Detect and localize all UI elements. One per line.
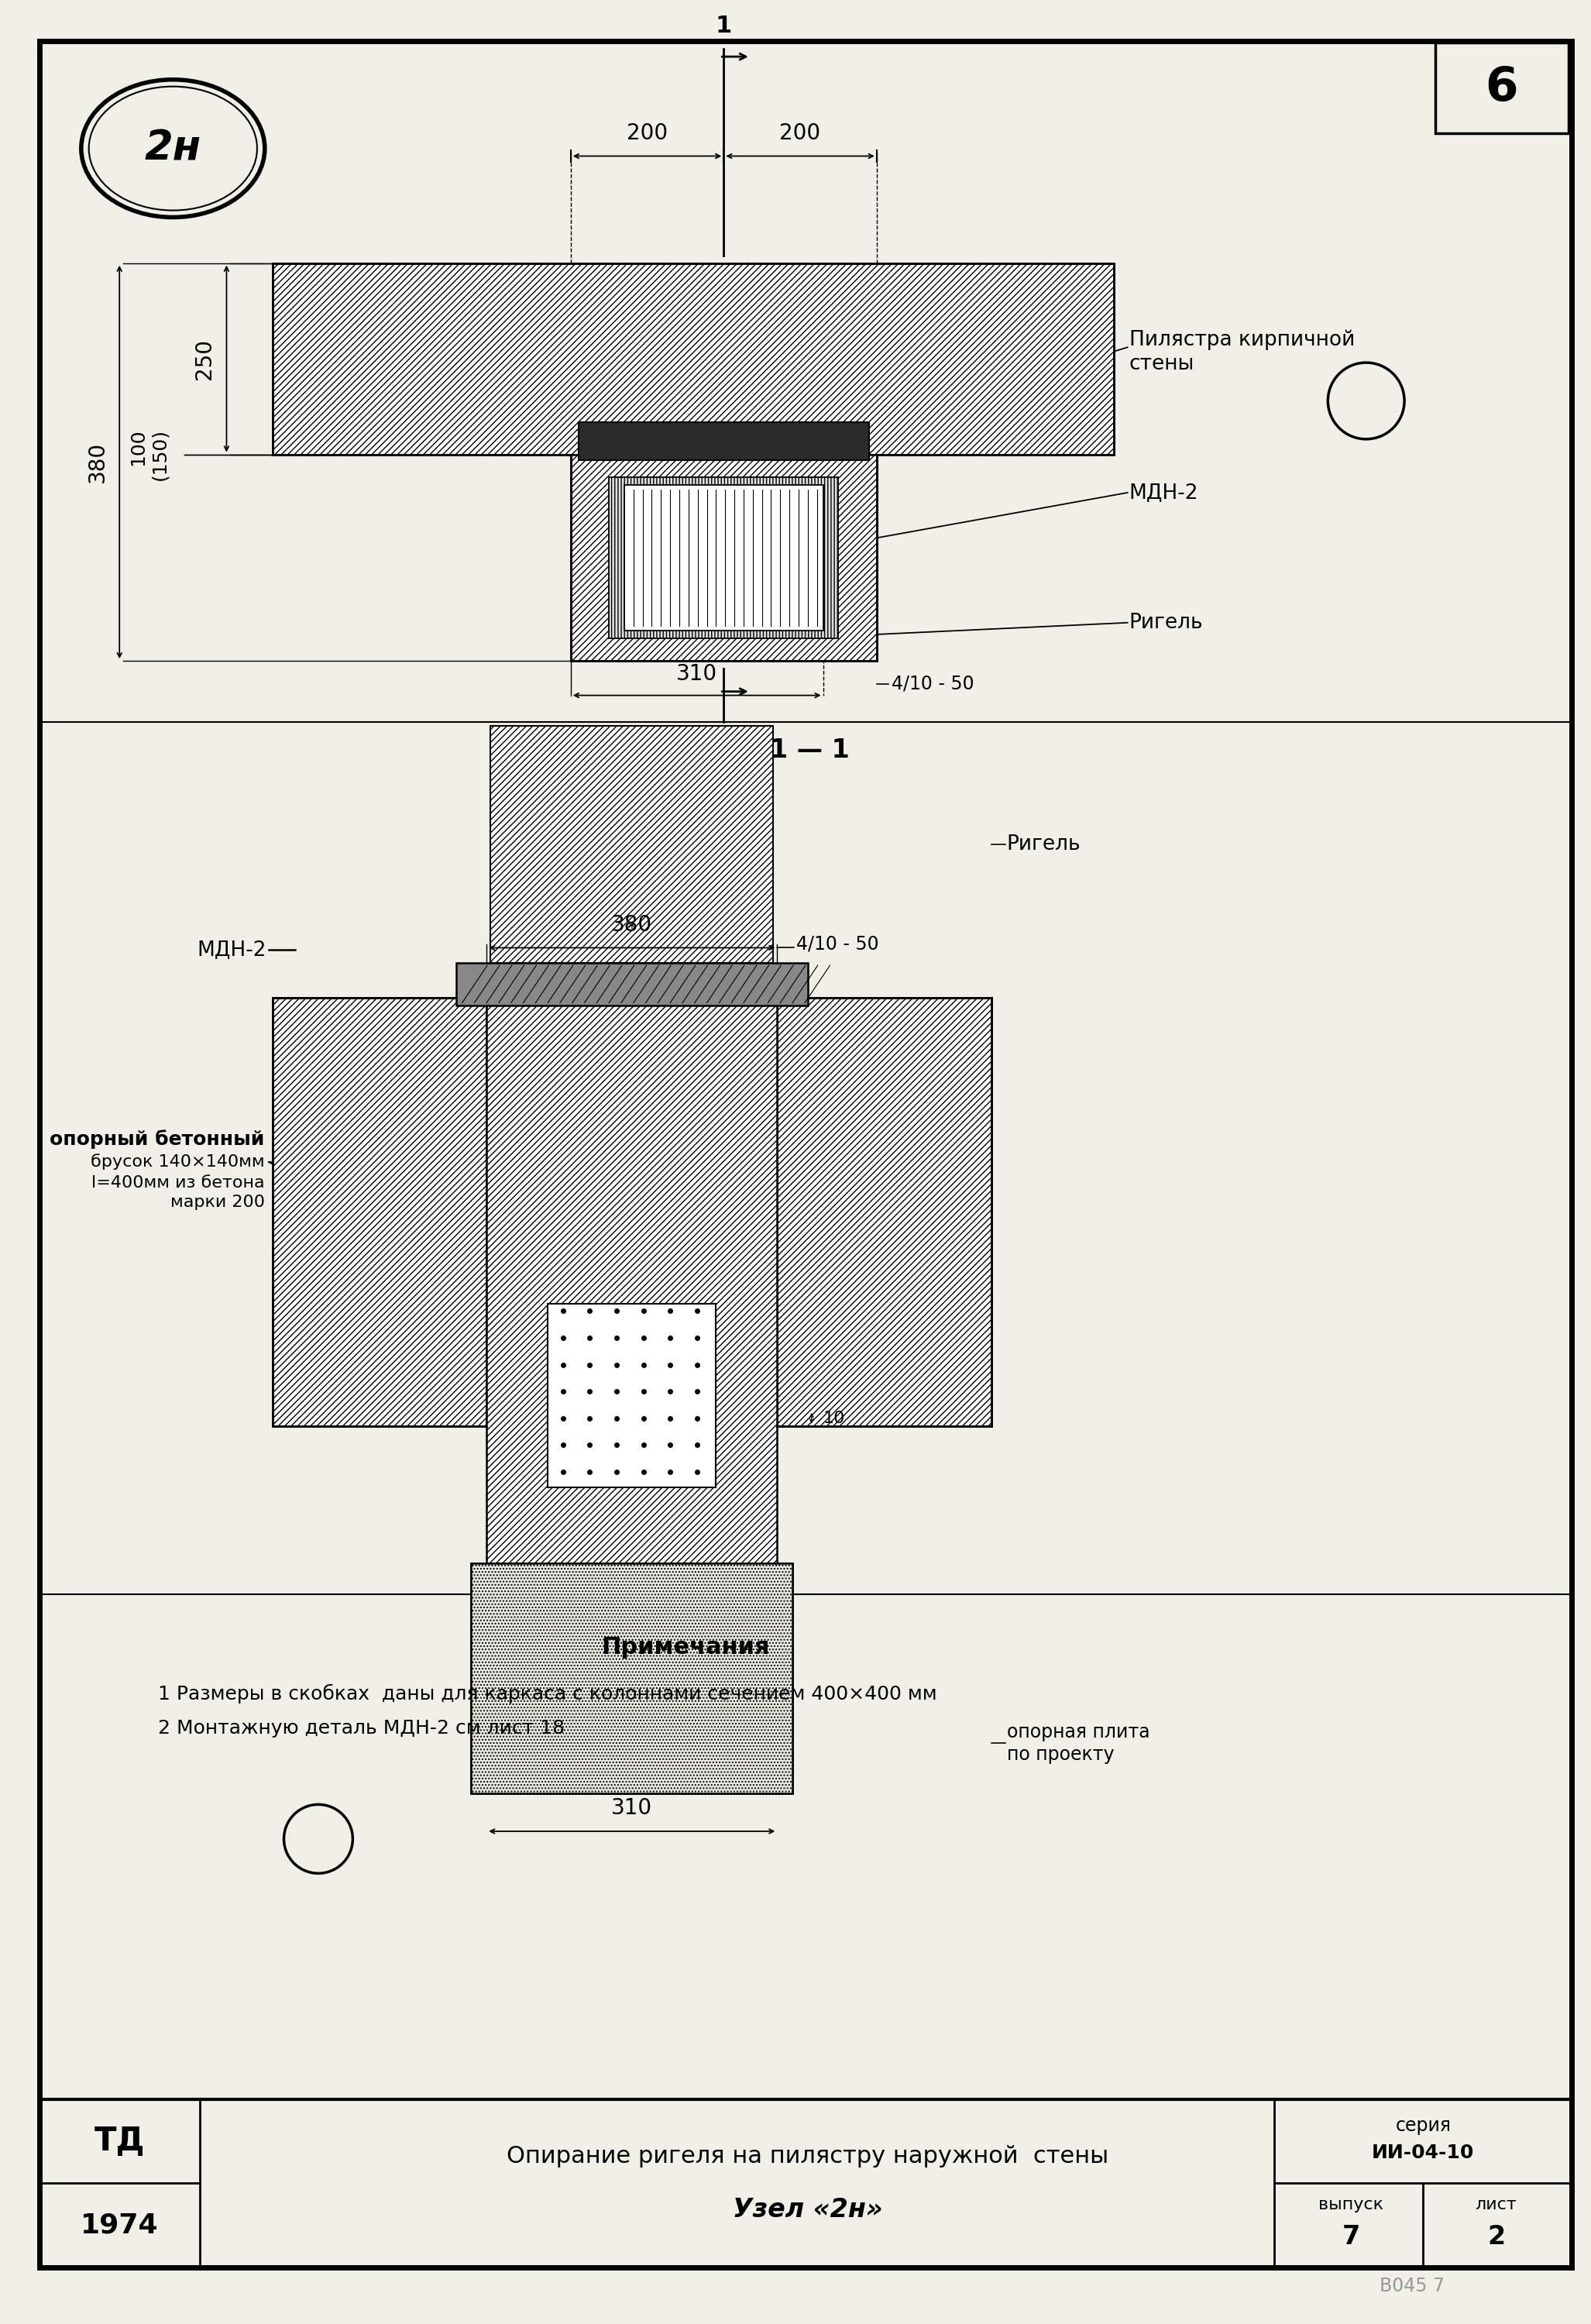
Text: Опирание ригеля на пилястру наружной  стены: Опирание ригеля на пилястру наружной сте…: [508, 2145, 1109, 2168]
Text: ИИ-04-10: ИИ-04-10: [1371, 2143, 1475, 2161]
Text: лист: лист: [1475, 2196, 1516, 2212]
Text: 100
(150): 100 (150): [129, 428, 169, 481]
Text: серия: серия: [1395, 2117, 1451, 2136]
Bar: [272, 263, 1114, 456]
Text: 4/10 - 50: 4/10 - 50: [893, 674, 975, 693]
Text: ТД: ТД: [94, 2124, 145, 2157]
Text: 1 Размеры в скобках  даны для каркаса с колоннами сечением 400×400 мм: 1 Размеры в скобках даны для каркаса с к…: [158, 1685, 937, 1703]
Bar: [571, 456, 877, 660]
Text: Пилястра кирпичной: Пилястра кирпичной: [1130, 330, 1354, 351]
Text: 2 Монтажную деталь МДН-2 см лист 18: 2 Монтажную деталь МДН-2 см лист 18: [158, 1720, 565, 1738]
Text: выпуск: выпуск: [1319, 2196, 1383, 2212]
Text: Примечания: Примечания: [601, 1636, 770, 1659]
Text: МДН-2: МДН-2: [1130, 483, 1198, 502]
Text: 200: 200: [627, 123, 668, 144]
Text: Ригель: Ригель: [1130, 614, 1203, 632]
Text: по проекту: по проекту: [1007, 1745, 1114, 1764]
Text: 250: 250: [194, 339, 215, 379]
Text: 1 — 1: 1 — 1: [770, 737, 850, 762]
Bar: [457, 962, 808, 1006]
Text: *: *: [628, 920, 636, 937]
Text: 10: 10: [823, 1411, 845, 1427]
Bar: [547, 1304, 716, 1487]
Bar: [490, 725, 773, 962]
Text: Узел «2н»: Узел «2н»: [733, 2196, 883, 2222]
Text: Ригель: Ригель: [1007, 834, 1080, 855]
Text: 200: 200: [780, 123, 821, 144]
Text: 7: 7: [1341, 2224, 1360, 2250]
Text: 2н: 2н: [145, 128, 202, 170]
Bar: [471, 1564, 792, 1794]
Text: 1974: 1974: [81, 2212, 159, 2238]
Bar: [579, 423, 869, 460]
Text: брусок 140×140мм: брусок 140×140мм: [91, 1155, 264, 1169]
Text: 310: 310: [611, 1796, 652, 1820]
Text: МДН-2: МДН-2: [197, 939, 266, 960]
Bar: [609, 476, 838, 639]
Text: 310: 310: [676, 662, 718, 686]
Text: 4/10 - 50: 4/10 - 50: [797, 934, 878, 953]
Text: В045 7: В045 7: [1379, 2278, 1445, 2296]
Text: опорная плита: опорная плита: [1007, 1722, 1150, 1741]
Bar: [778, 997, 991, 1427]
Text: 380: 380: [611, 913, 652, 937]
Text: 1: 1: [716, 730, 732, 753]
Text: 6: 6: [1486, 65, 1518, 112]
Text: марки 200: марки 200: [170, 1195, 264, 1211]
Bar: [487, 997, 778, 1564]
Bar: [272, 997, 487, 1427]
Bar: [471, 1564, 792, 1794]
Text: l=400мм из бетона: l=400мм из бетона: [92, 1176, 264, 1190]
Text: стены: стены: [1130, 353, 1195, 374]
Text: 2: 2: [1488, 2224, 1505, 2250]
Text: 1: 1: [716, 14, 732, 37]
Bar: [1435, 42, 1569, 132]
Text: 380: 380: [86, 442, 108, 483]
Bar: [624, 486, 823, 630]
Text: опорный бетонный: опорный бетонный: [49, 1129, 264, 1148]
